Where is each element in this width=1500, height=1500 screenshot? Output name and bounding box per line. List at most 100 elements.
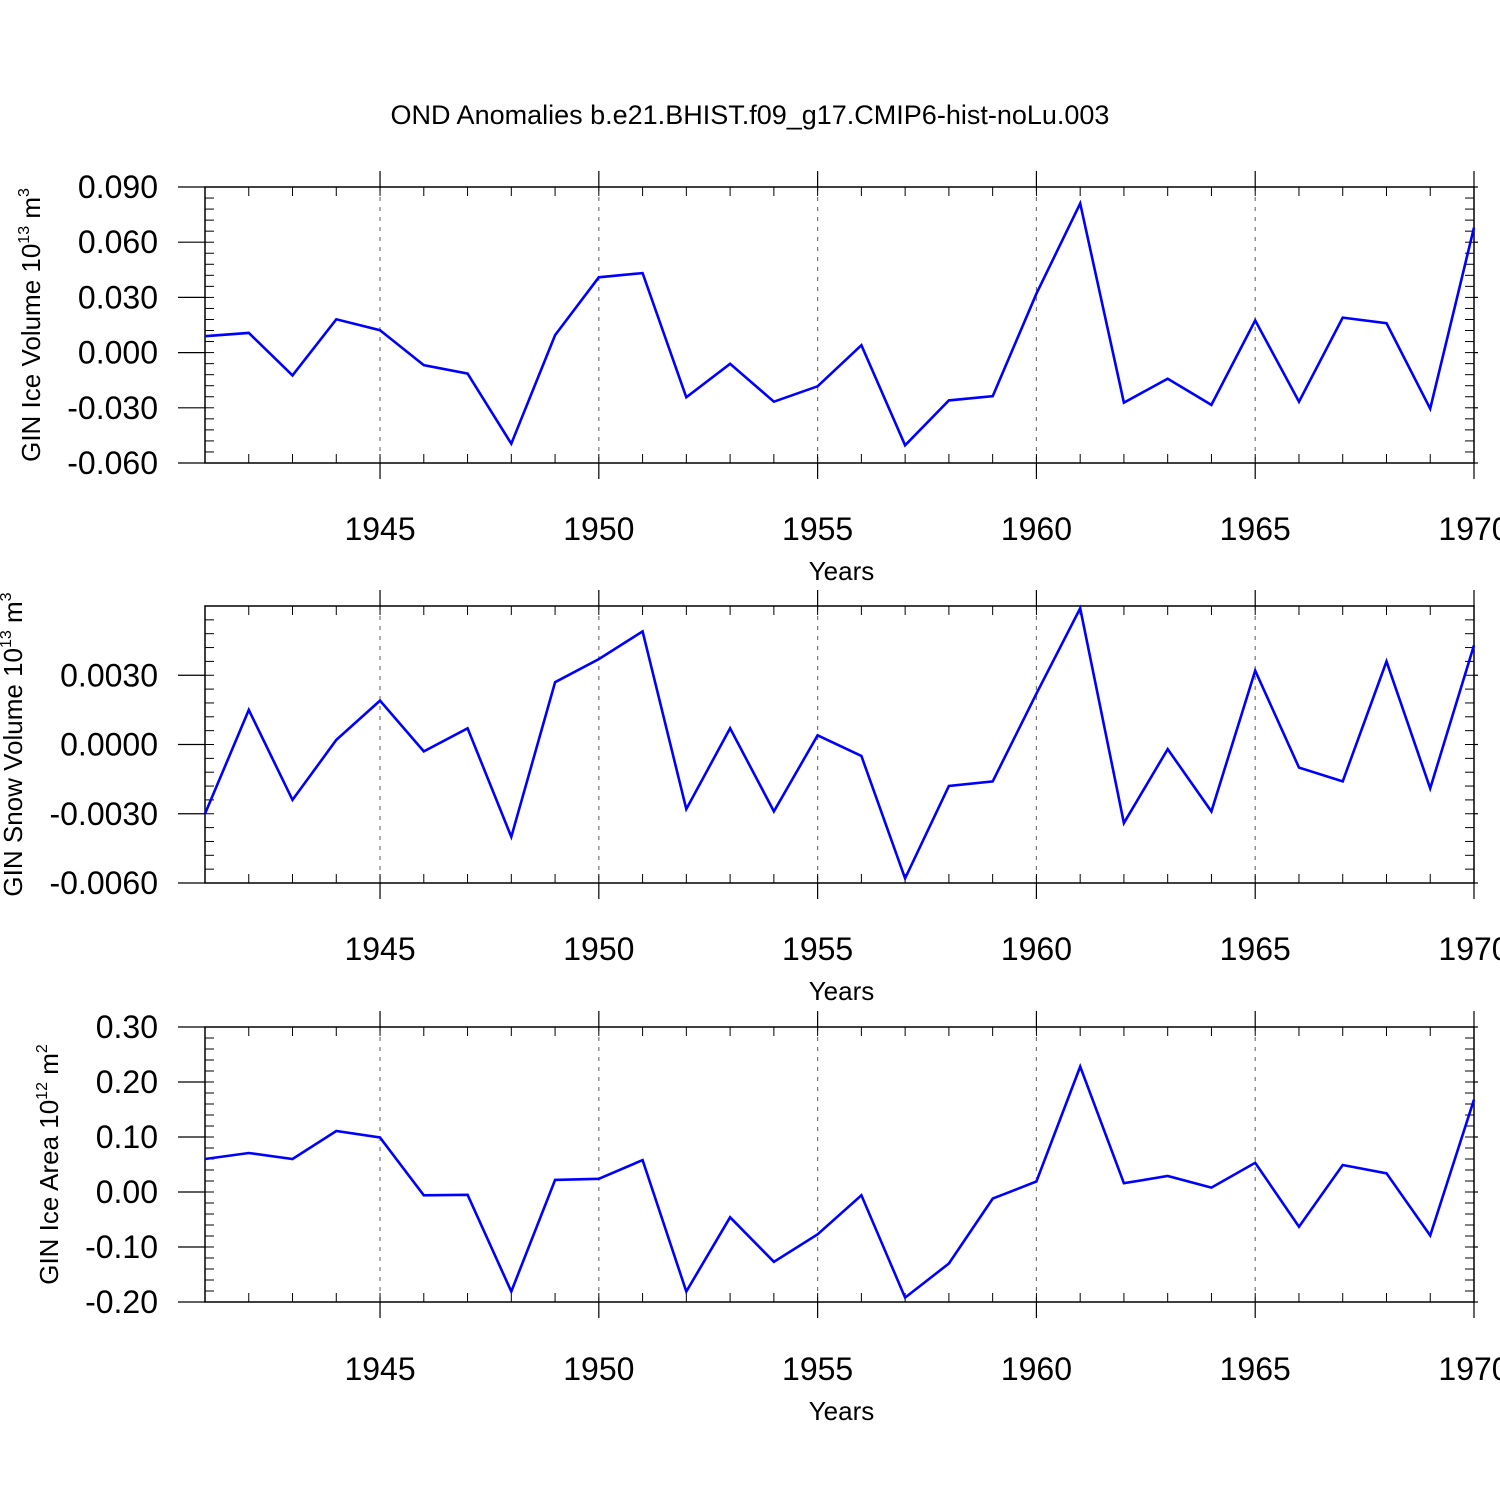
data-point <box>291 1158 294 1161</box>
data-point <box>554 334 557 337</box>
data-point <box>991 780 994 783</box>
data-point <box>904 444 907 447</box>
x-tick-label: 1970 <box>1438 511 1500 547</box>
data-point <box>947 1262 950 1265</box>
data-point <box>1122 401 1125 404</box>
data-point <box>772 400 775 403</box>
x-tick-label: 1945 <box>344 1351 415 1387</box>
y-tick-label: -0.20 <box>85 1284 158 1320</box>
data-point <box>860 755 863 758</box>
data-point <box>204 1158 207 1161</box>
data-point <box>554 681 557 684</box>
data-point <box>1079 202 1082 205</box>
data-point <box>641 1159 644 1162</box>
data-point <box>554 1178 557 1181</box>
data-point <box>422 364 425 367</box>
data-point <box>597 1177 600 1180</box>
data-point <box>1429 407 1432 410</box>
y-tick-label: -0.060 <box>67 445 158 481</box>
x-tick-label: 1965 <box>1220 1351 1291 1387</box>
data-point <box>422 750 425 753</box>
data-point <box>1079 607 1082 610</box>
y-tick-label: 0.090 <box>78 169 158 205</box>
data-point <box>904 877 907 880</box>
data-point <box>1210 810 1213 813</box>
data-point <box>641 630 644 633</box>
plot-frame <box>204 1026 1475 1303</box>
data-point <box>291 374 294 377</box>
y-tick-label: 0.0030 <box>60 657 158 693</box>
data-point <box>379 1136 382 1139</box>
data-point <box>335 738 338 741</box>
data-point <box>947 785 950 788</box>
data-point <box>641 272 644 275</box>
y-axis-title: GIN Ice Volume 1013 m3 <box>16 188 46 462</box>
y-tick-label: -0.030 <box>67 390 158 426</box>
data-point <box>1166 748 1169 751</box>
data-point <box>1122 1182 1125 1185</box>
data-point <box>1473 1098 1476 1101</box>
data-point <box>729 1216 732 1219</box>
data-point <box>1385 1172 1388 1175</box>
data-point <box>1035 692 1038 695</box>
data-point <box>991 395 994 398</box>
y-tick-label: 0.060 <box>78 224 158 260</box>
x-axis-title: Years <box>809 556 875 586</box>
x-tick-label: 1950 <box>563 511 634 547</box>
y-tick-label: 0.20 <box>96 1064 158 1100</box>
data-point <box>1297 400 1300 403</box>
data-point <box>1166 1175 1169 1178</box>
data-point <box>1385 322 1388 325</box>
data-point <box>335 1129 338 1132</box>
x-tick-label: 1965 <box>1220 931 1291 967</box>
data-point <box>816 385 819 388</box>
data-point <box>466 727 469 730</box>
data-point <box>1473 644 1476 647</box>
data-point <box>204 812 207 815</box>
series-line <box>203 604 1476 882</box>
data-point <box>772 810 775 813</box>
data-point <box>510 835 513 838</box>
x-axis-title: Years <box>809 1396 875 1426</box>
data-point <box>729 362 732 365</box>
x-tick-label: 1960 <box>1001 1351 1072 1387</box>
data-point <box>466 1193 469 1196</box>
data-point <box>510 442 513 445</box>
data-point <box>1166 377 1169 380</box>
data-point <box>1341 316 1344 319</box>
data-point <box>466 372 469 375</box>
data-point <box>816 734 819 737</box>
series-line <box>204 199 1476 448</box>
data-point <box>247 1151 250 1154</box>
data-point <box>204 335 207 338</box>
data-point <box>247 708 250 711</box>
y-tick-label: 0.10 <box>96 1119 158 1155</box>
data-point <box>1429 1234 1432 1237</box>
y-axis-title: GIN Snow Volume 1013 m3 <box>0 592 28 896</box>
data-point <box>422 1194 425 1197</box>
data-point <box>335 318 338 321</box>
data-point <box>1297 1225 1300 1228</box>
chart-panel-1: -0.060 -0.030 0.000 0.030 0.060 0.090 1945 1950… <box>16 169 1500 586</box>
x-tick-label: 1945 <box>344 931 415 967</box>
x-tick-label: 1965 <box>1220 511 1291 547</box>
y-tick-label: 0.0000 <box>60 727 158 763</box>
data-point <box>1297 766 1300 769</box>
data-point <box>904 1296 907 1299</box>
x-tick-label: 1955 <box>782 511 853 547</box>
x-tick-label: 1955 <box>782 931 853 967</box>
data-point <box>947 399 950 402</box>
data-point <box>772 1260 775 1263</box>
data-point <box>685 808 688 811</box>
y-tick-label: 0.30 <box>96 1009 158 1045</box>
x-tick-label: 1950 <box>563 931 634 967</box>
data-point <box>1210 403 1213 406</box>
chart-title: OND Anomalies b.e21.BHIST.f09_g17.CMIP6-… <box>391 100 1110 130</box>
data-point <box>860 344 863 347</box>
data-point <box>1254 1161 1257 1164</box>
data-point <box>597 276 600 279</box>
y-axis-title: GIN Ice Area 1012 m2 <box>34 1044 64 1285</box>
x-tick-label: 1950 <box>563 1351 634 1387</box>
x-tick-label: 1970 <box>1438 931 1500 967</box>
